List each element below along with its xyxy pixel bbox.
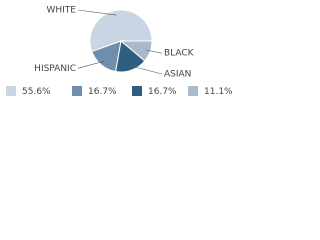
pie-slice	[119, 40, 153, 62]
legend-swatch	[132, 86, 142, 96]
leader-line	[77, 60, 105, 69]
legend-label: 55.6%	[22, 87, 51, 97]
slice-label: HISPANIC	[34, 64, 76, 74]
legend-label: 16.7%	[148, 87, 177, 97]
slice-label: ASIAN	[164, 70, 191, 80]
slice-label: WHITE	[46, 6, 76, 16]
legend-swatch	[6, 86, 16, 96]
legend-label: 11.1%	[204, 87, 233, 97]
chart: WHITE HISPANIC ASIAN BLACK 55.6% 16.7% 16.7% 11…	[6, 6, 233, 97]
leader-line	[145, 49, 163, 54]
leader-line	[129, 65, 163, 75]
legend-swatch	[188, 86, 198, 96]
slice-label: BLACK	[164, 49, 195, 59]
pie-slice	[89, 9, 153, 53]
legend-swatch	[72, 86, 82, 96]
legend-label: 16.7%	[88, 87, 117, 97]
leader-line	[77, 9, 117, 16]
